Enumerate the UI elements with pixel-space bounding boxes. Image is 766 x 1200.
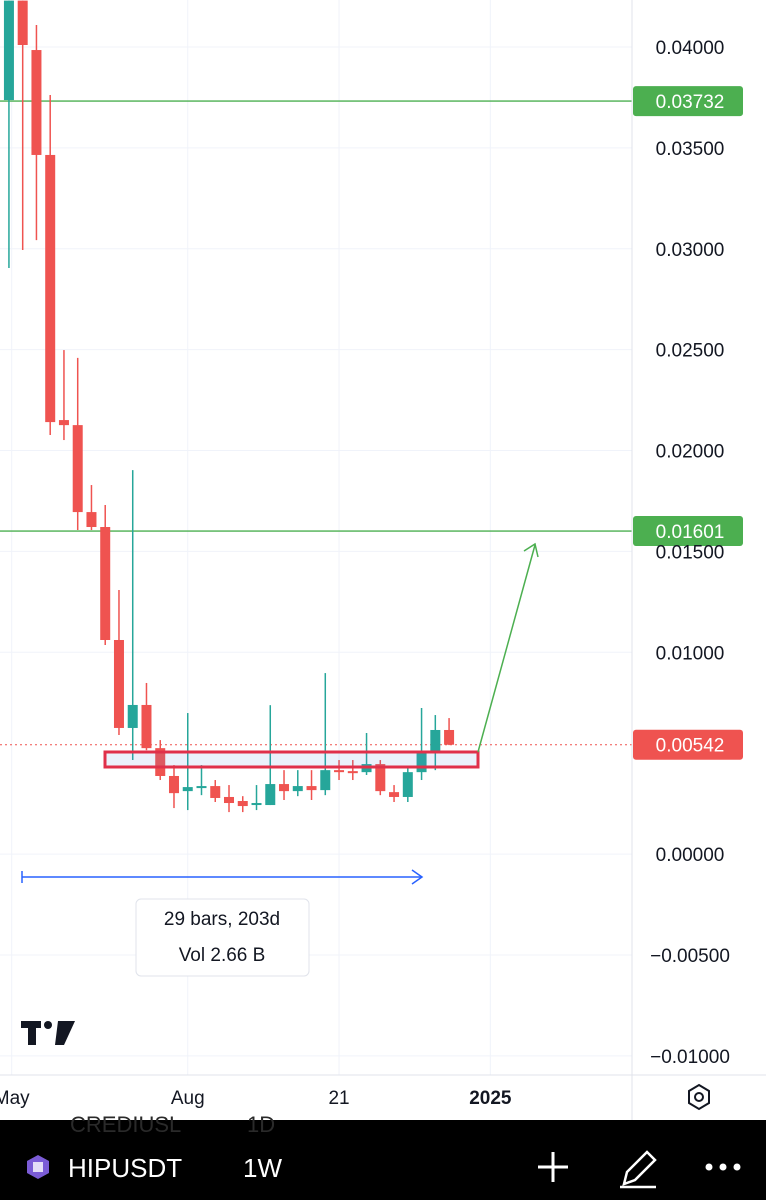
y-tick-label: 0.01500 <box>656 542 725 563</box>
candle-body <box>17 0 28 45</box>
settings-button[interactable] <box>688 1083 710 1111</box>
price-level-label: 0.01601 <box>656 522 725 543</box>
price-level-badge <box>633 729 743 760</box>
candle-body <box>210 786 221 798</box>
grid <box>0 0 632 1075</box>
x-tick-label: May <box>0 1088 30 1109</box>
y-tick-label: 0.04000 <box>656 38 725 59</box>
candle-body <box>375 764 386 792</box>
price-level-badge <box>633 86 743 117</box>
candle-body <box>279 784 290 792</box>
x-tick-label: 2025 <box>469 1088 512 1109</box>
candles <box>3 0 455 813</box>
candle-body <box>347 771 358 774</box>
candle-body <box>265 784 276 806</box>
candle-body <box>237 801 248 807</box>
price-level-badge <box>633 516 743 547</box>
candle-body <box>31 50 42 155</box>
y-tick-label: 0.03500 <box>656 139 725 160</box>
candle-body <box>389 792 400 797</box>
candle-body <box>402 772 413 797</box>
candle-body <box>334 770 345 773</box>
more-button[interactable] <box>705 1163 741 1171</box>
y-tick-label: 0.03000 <box>656 240 725 261</box>
candle-body <box>100 527 111 640</box>
y-tick-label: 0.02000 <box>656 442 725 463</box>
y-tick-label: −0.00500 <box>650 946 730 967</box>
candle-body <box>444 729 455 745</box>
add-button[interactable] <box>538 1152 568 1182</box>
candle-body <box>430 729 441 752</box>
y-tick-label: −0.01000 <box>650 1047 730 1068</box>
tradingview-logo <box>21 1021 75 1045</box>
candle-body <box>292 786 303 792</box>
candle-body <box>45 154 56 423</box>
price-level-label: 0.03732 <box>656 92 725 113</box>
measure-head <box>411 869 424 885</box>
y-tick-label: 0.01000 <box>656 643 725 664</box>
price-level-label: 0.00542 <box>656 736 725 757</box>
measure-volume: Vol 2.66 B <box>179 945 266 966</box>
candle-body <box>224 796 235 804</box>
candle-body <box>182 787 193 792</box>
ghost-symbol: CREDIUSL <box>70 1112 181 1137</box>
candle-body <box>320 770 331 791</box>
projection-arrow <box>477 544 536 753</box>
candle-body <box>58 420 69 426</box>
zone-box <box>103 750 480 769</box>
measure-tooltip <box>135 898 310 977</box>
candle-body <box>155 748 166 776</box>
candle-body <box>141 704 152 749</box>
ghost-interval: 1D <box>247 1112 275 1137</box>
candle-body <box>72 425 83 513</box>
candle-body <box>86 512 97 528</box>
symbol-icon[interactable] <box>27 1155 49 1179</box>
candle-body <box>251 803 262 806</box>
draw-button[interactable] <box>620 1150 657 1189</box>
x-tick-label: 21 <box>328 1088 349 1109</box>
candle-body <box>3 0 14 101</box>
arrow-head <box>523 542 539 558</box>
y-tick-label: 0.02500 <box>656 341 725 362</box>
candle-body <box>168 775 179 794</box>
candle-body <box>196 786 207 789</box>
candle-body <box>127 704 138 728</box>
interval[interactable]: 1W <box>243 1153 282 1183</box>
symbol[interactable]: HIPUSDT <box>68 1153 182 1183</box>
candle-body <box>113 639 124 728</box>
candle-body <box>306 786 317 791</box>
measure-bars: 29 bars, 203d <box>164 909 280 930</box>
levels: 0.03732 0.01601 0.00542 <box>0 86 743 760</box>
x-tick-label: Aug <box>171 1088 205 1109</box>
axis-labels: 0.04000 0.03500 0.03000 0.02500 0.02000 0.015… <box>0 38 730 1109</box>
y-tick-label: 0.00000 <box>656 845 725 866</box>
candle-body <box>416 751 427 773</box>
